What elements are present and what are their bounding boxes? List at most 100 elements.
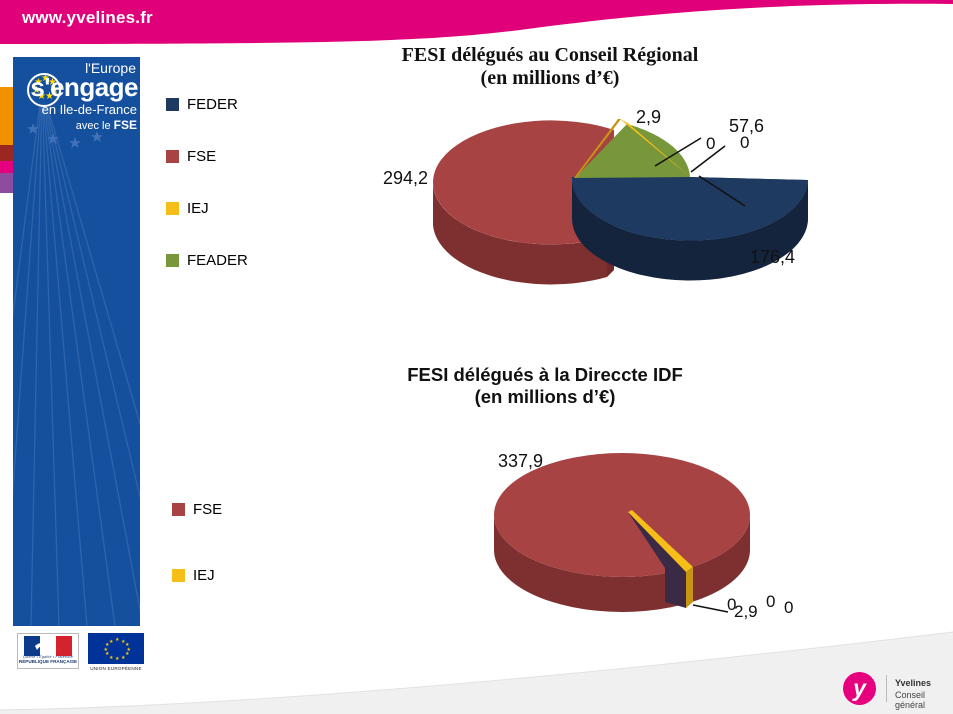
chart-1-legend-item-fse: FSE [166, 148, 216, 165]
accent-strip-dark-red [0, 145, 14, 161]
legend-swatch-fse [166, 150, 179, 163]
eu-star-icon: ★ [103, 647, 108, 653]
union-europeenne-name: UNION EUROPÉENNE [90, 666, 142, 671]
sidebar-ray-pattern [13, 87, 140, 626]
legend-swatch-fse [172, 503, 185, 516]
chart-2-label-fse: 337,9 [498, 451, 544, 471]
eu-star-icon: ★ [115, 637, 120, 643]
legend-label-feader: FEADER [187, 252, 248, 269]
logo-line-europe: l'Europe [85, 60, 136, 76]
top-banner: www.yvelines.fr [0, 0, 953, 44]
republique-motto: Liberté • Égalité • Fraternité [23, 655, 73, 659]
logo-fund-acronym: FSE [113, 118, 137, 132]
pie-slice-iej-top [620, 119, 690, 177]
republique-name: RÉPUBLIQUE FRANÇAISE [18, 659, 78, 664]
yvelines-mark-letter: y [853, 675, 866, 701]
chart-1-legend-item-iej: IEJ [166, 200, 209, 217]
pie-slice-iej-side [628, 512, 686, 608]
legend-label-fse: FSE [193, 501, 223, 518]
pie-slice-fse-top [433, 120, 614, 245]
pie-slice-iej-edge [574, 119, 621, 178]
yvelines-name: Yvelines [895, 678, 932, 688]
pie-slice-feader-top [575, 124, 690, 178]
pie-slice-feder-top [571, 177, 808, 241]
chart-2-pie-graphic [494, 453, 750, 613]
pie-leader-lines [654, 137, 746, 207]
republique-francaise-logo: Liberté • Égalité • Fraternité RÉPUBLIQU… [17, 633, 79, 669]
union-europeenne-logo: ★ ★ ★ ★ ★ ★ ★ ★ ★ ★ ★ ★ UNION EUROPÉENNE [88, 633, 144, 675]
legend-swatch-iej [166, 202, 179, 215]
chart-1-label-feader: 57,6 [729, 116, 765, 136]
chart-2-label-zero-c: 0 [784, 598, 794, 617]
legend-swatch-feder [166, 98, 179, 111]
pie-slice-fse-side [433, 185, 607, 285]
legend-label-feder: FEDER [187, 96, 238, 113]
legend-swatch-feader [166, 254, 179, 267]
chart-1-label-zero-a: 0 [706, 134, 716, 153]
chart-2-title: FESI délégués à la Direccte IDF (en mill… [285, 364, 805, 408]
chart-2-label-zero-a: 0 [727, 595, 737, 614]
chart-2-label-zero-b: 0 [766, 592, 776, 611]
accent-strip-orange [0, 87, 14, 145]
eu-star-icon: ★ [105, 651, 110, 657]
site-url: www.yvelines.fr [22, 8, 153, 27]
logo-fund-prefix: avec le [75, 120, 114, 132]
chart-1-label-zero-b: 0 [740, 133, 750, 152]
chart-1-pie-graphic [433, 119, 808, 285]
euro-star-icon: ★ [50, 85, 59, 96]
eu-star-icon: ★ [105, 642, 110, 648]
chart-1-legend-item-feder: FEDER [166, 96, 238, 113]
logo-line-fund: avec le FSE [76, 119, 137, 132]
chart-1-label-fse: 294,2 [383, 168, 429, 188]
legend-label-iej: IEJ [187, 200, 209, 217]
euro-star-icon: ★ [37, 91, 46, 102]
chart-1-title: FESI délégués au Conseil Régional (en mi… [290, 44, 810, 90]
chart-2-label-iej: 2,9 [734, 602, 758, 621]
eu-star-icon: ★ [115, 656, 120, 662]
euro-star-icon: ★ [34, 77, 43, 88]
accent-strip-purple [0, 173, 14, 193]
accent-strip-magenta [0, 161, 14, 173]
euro-star-icon: ★ [41, 73, 50, 84]
chart-1-title-line2: (en millions d’€) [480, 67, 620, 89]
pie-slice-iej-edge [686, 567, 693, 608]
logo-line-region: en Ile-de-France [41, 102, 137, 117]
chart-1-label-iej: 2,9 [636, 107, 662, 127]
eu-star-icon: ★ [121, 654, 126, 661]
yvelines-divider [886, 675, 887, 702]
euro-star-icon: ★ [45, 91, 54, 102]
pie-slice-iej-top [628, 510, 693, 572]
pie-slice-fse-top [494, 453, 750, 577]
marianne-flag-icon [24, 636, 72, 656]
bottom-decorative-curve [0, 624, 953, 714]
eu-star-icon: ★ [121, 638, 126, 645]
bottom-curve-shape [0, 631, 953, 714]
chart-2-legend-item-fse: FSE [172, 501, 222, 518]
eu-star-icon: ★ [125, 642, 130, 648]
chart-1-label-feder: 176,4 [750, 247, 796, 267]
yvelines-logo: y Yvelines Conseil général [843, 672, 947, 710]
chart-2-title-line2: (en millions d’€) [474, 386, 616, 408]
europe-engage-logo-panel: ★ ★ ★ ★ ★ ★ ★ l'Europe s'engage en Ile-d… [13, 57, 140, 626]
chart-2-legend-item-iej: IEJ [172, 567, 215, 584]
eu-star-icon: ★ [126, 647, 131, 653]
eu-flag-icon: ★ ★ ★ ★ ★ ★ ★ ★ ★ ★ ★ ★ [88, 633, 144, 664]
legend-swatch-iej [172, 569, 185, 582]
pie-slice-feder-side [571, 177, 808, 281]
legend-label-fse: FSE [187, 148, 217, 165]
yvelines-subtitle: Conseil général [895, 690, 926, 710]
eu-star-icon: ★ [125, 651, 130, 657]
euro-star-icon: ★ [32, 85, 41, 96]
logo-line-engage: s'engage [30, 72, 138, 102]
eu-star-icon: ★ [109, 638, 114, 645]
top-banner-shape [0, 0, 953, 44]
legend-label-iej: IEJ [193, 567, 215, 584]
chart-2-title-line1: FESI délégués à la Direccte IDF [407, 364, 683, 385]
eu-star-icon: ★ [109, 654, 114, 661]
pie-leader-lines [692, 604, 729, 613]
chart-1-legend-item-feader: FEADER [166, 252, 248, 269]
euro-star-icon: ★ [48, 77, 57, 88]
chart-1-title-line1: FESI délégués au Conseil Régional [401, 44, 699, 66]
europe-stars-circle: ★ ★ ★ ★ ★ ★ ★ [27, 73, 61, 107]
